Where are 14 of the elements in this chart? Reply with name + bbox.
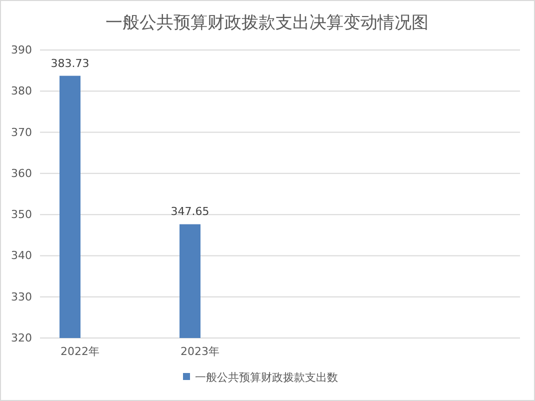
data-label: 383.73 [50, 56, 90, 70]
y-tick-label: 380 [11, 84, 32, 98]
data-label: 347.65 [170, 205, 210, 218]
y-tick-label: 390 [11, 44, 32, 57]
legend-label: 一般公共预算财政拨款支出数 [195, 371, 338, 384]
chart-title: 一般公共预算财政拨款支出决算变动情况图 [106, 13, 428, 33]
y-tick-label: 330 [11, 290, 32, 304]
y-tick-label: 370 [11, 126, 32, 139]
y-tick-label: 340 [11, 249, 32, 262]
y-tick-label: 350 [11, 208, 32, 222]
x-tick-label: 2023年 [180, 345, 220, 358]
y-tick-label: 360 [11, 166, 32, 180]
x-tick-label: 2022年 [60, 345, 100, 358]
y-tick-label: 320 [11, 332, 32, 345]
